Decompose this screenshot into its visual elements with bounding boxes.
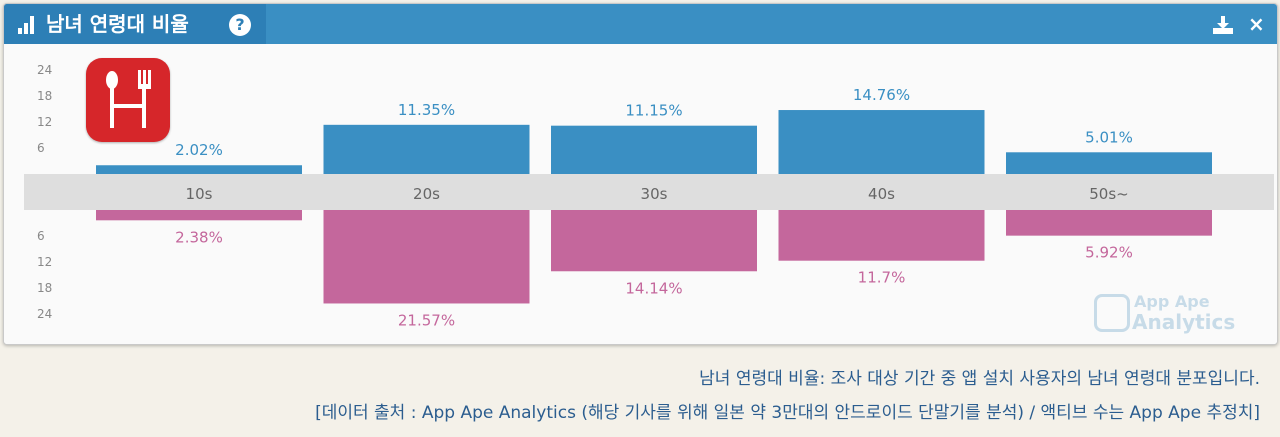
y-tick-lower: 24 (37, 307, 52, 321)
category-band (24, 174, 1274, 210)
female-data-label: 14.14% (625, 279, 682, 297)
question-circle-icon[interactable]: ? (229, 14, 251, 36)
male-bar (778, 110, 985, 174)
panel-header: 남녀 연령대 비율 ? × (4, 4, 1277, 44)
male-bar (323, 124, 530, 174)
download-icon[interactable] (1212, 16, 1234, 34)
male-data-label: 11.35% (398, 101, 455, 119)
male-data-label: 2.02% (175, 141, 223, 159)
y-tick-upper: 12 (37, 115, 52, 129)
age-gender-panel: 남녀 연령대 비율 ? × 24 18 12 6 6 12 18 24 2.02% 2.38% 10… (3, 3, 1278, 345)
male-bar (96, 165, 302, 174)
y-tick-upper: 18 (37, 89, 52, 103)
female-bar (551, 210, 757, 272)
age-gender-chart: 24 18 12 6 6 12 18 24 2.02% 2.38% 10s 11.35% 21.57% 2… (37, 63, 1212, 329)
y-tick-lower: 18 (37, 281, 52, 295)
category-label: 50s~ (1089, 185, 1128, 203)
female-bar (778, 210, 985, 261)
female-data-label: 5.92% (1085, 244, 1133, 262)
restaurant-app-icon (86, 58, 170, 142)
category-label: 10s (186, 185, 213, 203)
female-bar (1006, 210, 1212, 236)
caption-description: 남녀 연령대 비율: 조사 대상 기간 중 앱 설치 사용자의 남녀 연령대 분… (699, 369, 1260, 389)
header-title-tab (4, 4, 266, 44)
close-icon[interactable]: × (1248, 12, 1265, 36)
category-label: 40s (868, 185, 895, 203)
y-tick-lower: 6 (37, 229, 45, 243)
female-bar (323, 210, 530, 304)
male-data-label: 5.01% (1085, 128, 1133, 146)
watermark-line2: Analytics (1132, 310, 1236, 334)
fork-spoon-icon (106, 70, 151, 128)
y-tick-upper: 24 (37, 63, 52, 77)
female-data-label: 21.57% (398, 311, 455, 329)
watermark-line1: App Ape (1134, 292, 1210, 311)
female-bar (96, 210, 302, 221)
bar-chart-icon (18, 16, 40, 34)
panel-title: 남녀 연령대 비율 (46, 12, 189, 36)
caption-source: [데이터 출처 : App Ape Analytics (해당 기사를 위해 일… (315, 403, 1260, 423)
category-label: 30s (641, 185, 668, 203)
male-bar (551, 125, 757, 174)
y-tick-upper: 6 (37, 141, 45, 155)
male-bar (1006, 152, 1212, 174)
female-data-label: 11.7% (858, 269, 906, 287)
category-label: 20s (413, 185, 440, 203)
male-data-label: 14.76% (853, 86, 910, 104)
chart-area: 24 18 12 6 6 12 18 24 2.02% 2.38% 10s 11.35% 21.57% 2… (4, 44, 1277, 344)
y-tick-lower: 12 (37, 255, 52, 269)
female-data-label: 2.38% (175, 228, 223, 246)
male-data-label: 11.15% (625, 102, 682, 120)
app-ape-logo-icon (1094, 294, 1130, 332)
